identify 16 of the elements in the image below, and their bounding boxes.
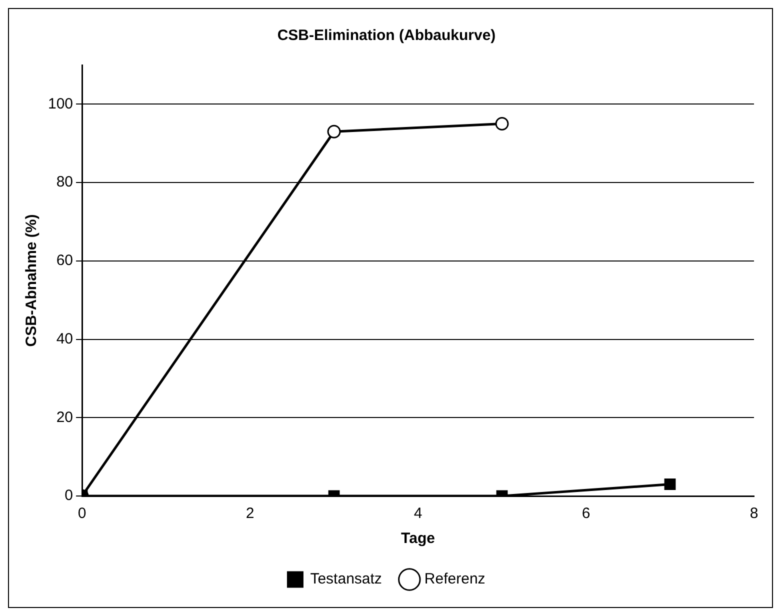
- y-tick-label: 40: [56, 330, 74, 348]
- x-tick-label: 6: [582, 505, 590, 522]
- x-tick-label: 4: [414, 505, 422, 522]
- chart-title: CSB-Elimination (Abbaukurve): [277, 27, 496, 44]
- y-axis-title: CSB-Abnahme (%): [23, 214, 40, 347]
- y-tick-label: 20: [56, 408, 74, 426]
- x-tick-label: 8: [750, 505, 758, 522]
- y-tick-label: 80: [56, 174, 74, 191]
- x-tick-label: 0: [78, 505, 86, 522]
- y-tick-label: 100: [48, 95, 74, 112]
- legend-label: Testansatz: [310, 570, 382, 588]
- y-tick-label: 60: [56, 252, 74, 270]
- x-tick-label: 2: [246, 505, 254, 522]
- y-tick-label: 0: [64, 487, 74, 504]
- x-axis-title: Tage: [401, 530, 435, 548]
- legend-label: Referenz: [424, 570, 486, 588]
